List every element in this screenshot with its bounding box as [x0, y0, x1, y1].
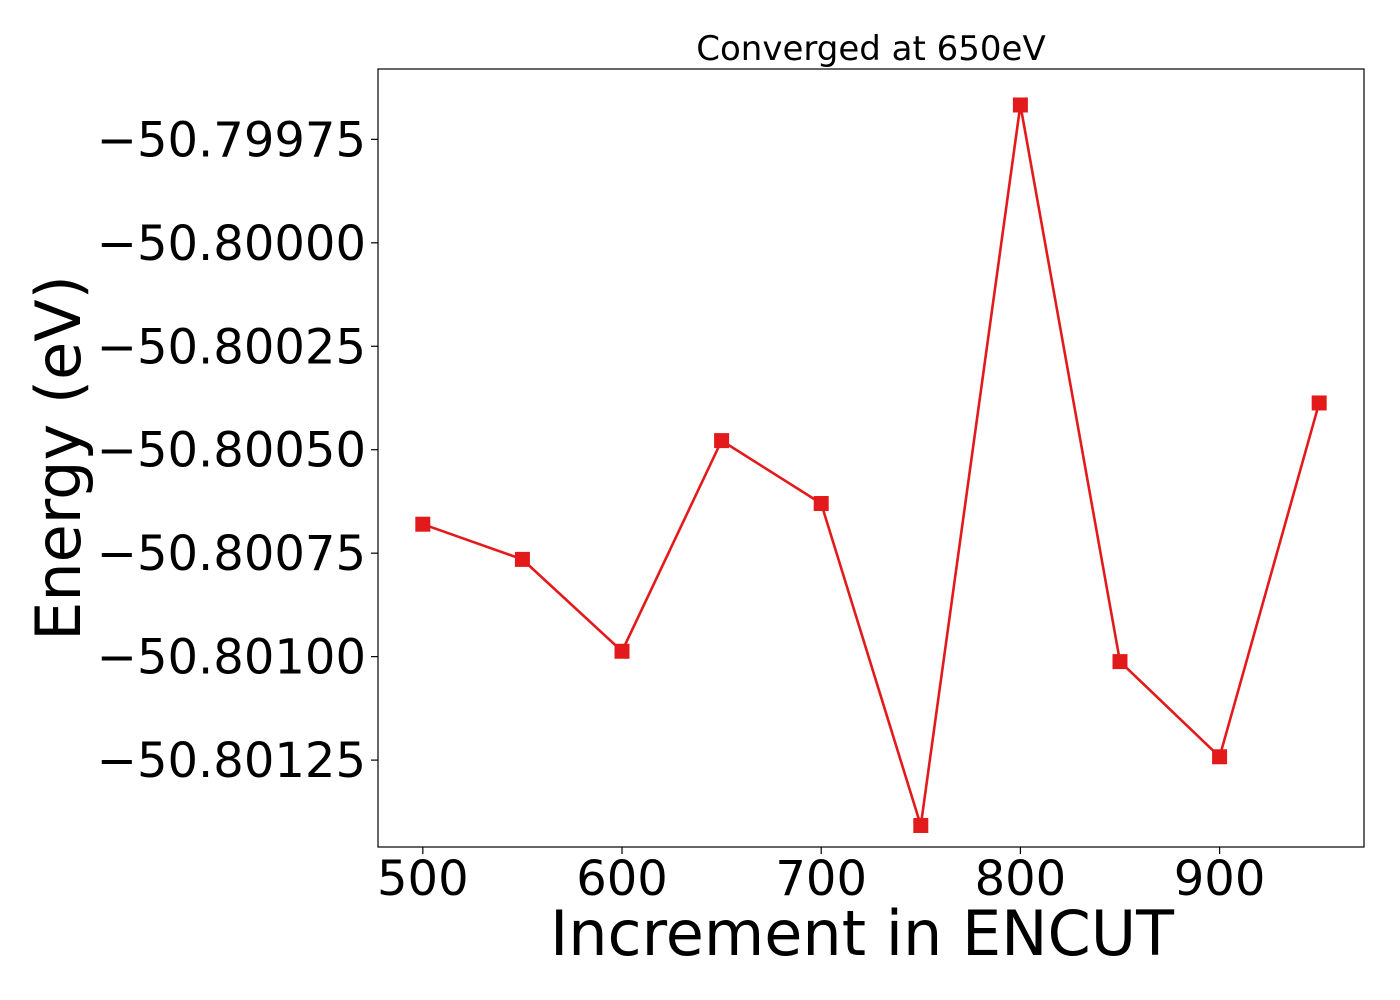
y-tick-label: −50.80000: [97, 216, 366, 272]
y-ticks: −50.79975 −50.80000 −50.80025 −50.80050 −50.…: [97, 112, 378, 789]
data-point-marker: [714, 433, 730, 449]
plot-series: [415, 97, 1327, 833]
y-tick-label: −50.80075: [97, 526, 366, 582]
x-tick-label: 900: [1174, 851, 1266, 907]
x-ticks: 500 600 700 800 900: [377, 847, 1265, 907]
data-point-marker: [1212, 749, 1228, 765]
x-axis-label: Increment in ENCUT: [550, 897, 1175, 970]
y-tick-label: −50.80125: [97, 733, 366, 789]
data-point-marker: [1311, 395, 1327, 411]
data-point-marker: [813, 496, 829, 512]
data-point-marker: [1112, 654, 1128, 670]
data-point-marker: [415, 516, 431, 532]
y-axis-label: Energy (eV): [22, 275, 95, 641]
data-point-marker: [913, 817, 929, 833]
data-point-marker: [614, 643, 630, 659]
x-tick-label: 700: [775, 851, 867, 907]
y-tick-label: −50.80050: [97, 423, 366, 479]
x-tick-label: 800: [975, 851, 1067, 907]
y-axis-label-group: Energy (eV): [22, 275, 95, 641]
plot-frame: [377, 68, 1365, 848]
data-point-marker: [1012, 97, 1028, 113]
chart-title: Converged at 650eV: [696, 29, 1045, 69]
y-tick-label: −50.80025: [97, 319, 366, 375]
data-point-marker: [514, 551, 530, 567]
y-tick-label: −50.79975: [97, 112, 366, 168]
x-tick-label: 500: [377, 851, 469, 907]
x-tick-label: 600: [576, 851, 668, 907]
y-tick-label: −50.80100: [97, 630, 366, 686]
series-line: [422, 103, 1321, 827]
